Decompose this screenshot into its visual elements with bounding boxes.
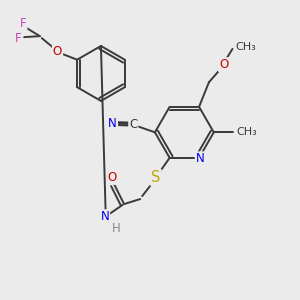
Text: O: O (219, 58, 228, 71)
Text: N: N (108, 116, 117, 130)
Text: O: O (53, 45, 62, 58)
Text: C: C (129, 118, 137, 131)
Text: F: F (15, 32, 22, 45)
Text: O: O (107, 171, 116, 184)
Text: CH₃: CH₃ (236, 42, 256, 52)
Text: N: N (100, 210, 109, 223)
Text: CH₃: CH₃ (237, 127, 257, 137)
Text: F: F (20, 17, 26, 30)
Text: N: N (196, 152, 204, 165)
Text: S: S (151, 170, 160, 185)
Text: H: H (112, 222, 121, 235)
